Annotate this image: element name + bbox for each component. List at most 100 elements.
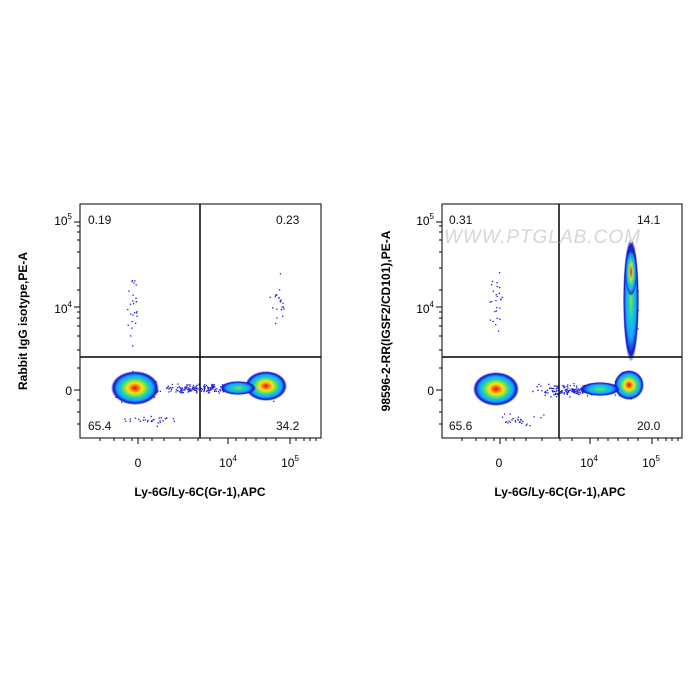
event-dot — [550, 396, 552, 398]
quadrant-lower-left-value: 65.4 — [88, 419, 112, 433]
event-dot — [196, 392, 198, 394]
event-dot — [180, 387, 182, 390]
event-dot — [131, 327, 133, 329]
event-dot — [556, 396, 558, 398]
event-dot — [214, 390, 216, 392]
event-dot — [269, 296, 271, 299]
event-dot — [521, 422, 523, 424]
event-dot — [189, 390, 192, 392]
event-dot — [135, 284, 137, 286]
event-dot — [561, 390, 563, 393]
event-dot — [204, 383, 206, 386]
event-dot — [501, 296, 503, 298]
event-dot — [282, 315, 284, 317]
event-dot — [499, 272, 501, 274]
event-dot — [545, 392, 547, 394]
event-dot — [207, 392, 209, 394]
event-dot — [566, 389, 568, 391]
event-dot — [153, 419, 155, 421]
event-dot — [133, 312, 136, 314]
event-dot — [179, 387, 181, 389]
event-dot — [564, 386, 566, 388]
event-dot — [150, 420, 152, 423]
event-dot — [214, 388, 216, 390]
event-dot — [490, 300, 493, 303]
event-dot — [547, 392, 549, 394]
event-dot — [185, 386, 187, 388]
event-dot — [549, 387, 551, 389]
event-dot — [201, 389, 203, 391]
event-dot — [143, 416, 145, 419]
event-dot — [132, 300, 134, 302]
event-dot — [186, 384, 188, 386]
event-dot — [498, 292, 500, 295]
event-dot — [565, 389, 567, 391]
event-dot — [189, 385, 191, 387]
event-dot — [571, 389, 574, 391]
event-dot — [566, 393, 569, 395]
event-dot — [171, 383, 173, 386]
event-dot — [499, 307, 501, 309]
event-dot — [213, 384, 216, 386]
event-dot — [168, 387, 171, 389]
quadrant-lower-left-value: 65.6 — [449, 419, 473, 433]
event-dot — [503, 413, 506, 415]
event-dot — [576, 389, 578, 391]
event-dot — [566, 388, 568, 390]
event-dot — [511, 419, 513, 421]
event-dot — [189, 389, 191, 392]
event-dot — [512, 417, 514, 420]
quadrant-upper-left-value: 0.19 — [88, 213, 112, 227]
event-dot — [168, 391, 170, 393]
event-dot — [212, 385, 215, 388]
event-dot — [200, 390, 203, 392]
event-dot — [167, 385, 169, 388]
event-dot — [191, 388, 193, 390]
event-dot — [205, 384, 208, 387]
event-dot — [207, 387, 209, 389]
event-dot — [572, 388, 575, 390]
event-dot — [544, 391, 546, 394]
event-dot — [499, 318, 501, 320]
event-dot — [193, 388, 196, 390]
event-dot — [203, 390, 205, 393]
event-dot — [489, 301, 491, 303]
event-dot — [586, 395, 589, 397]
event-dot — [517, 418, 519, 420]
event-dot — [569, 396, 571, 398]
y-tick-label-10e4: 104 — [54, 300, 72, 316]
event-dot — [508, 420, 510, 422]
event-dot — [525, 424, 527, 426]
event-dot — [175, 391, 177, 393]
panel-isotype: 0.19 0.23 65.4 34.2 0 104 105 0 104 105 … — [16, 203, 322, 499]
event-dot — [519, 418, 522, 421]
event-dot — [203, 385, 205, 387]
event-dot — [540, 417, 542, 419]
event-dot — [520, 419, 522, 421]
event-dot — [147, 420, 149, 423]
event-dot — [207, 386, 209, 388]
event-dot — [180, 391, 182, 394]
event-dot — [157, 422, 159, 424]
event-dot — [218, 392, 220, 394]
event-dot — [124, 418, 126, 420]
event-dot — [177, 387, 179, 389]
event-dot — [492, 320, 494, 322]
event-dot — [275, 294, 278, 296]
event-dot — [573, 383, 575, 385]
event-dot — [208, 387, 210, 389]
event-dot — [214, 390, 216, 392]
event-dot — [203, 388, 206, 390]
event-dot — [212, 384, 214, 386]
quadrant-lower-right-value: 20.0 — [637, 419, 661, 433]
event-dot — [195, 389, 197, 392]
event-dot — [553, 388, 555, 390]
event-dot — [562, 384, 564, 387]
event-dot — [178, 386, 180, 388]
y-axis-title: 98596-2-RR(IGSF2/CD101),PE-A — [379, 230, 393, 411]
event-dot — [497, 330, 500, 332]
event-dot — [532, 390, 534, 393]
event-dot — [280, 299, 282, 301]
event-dot — [557, 393, 559, 396]
event-dot — [128, 290, 130, 292]
